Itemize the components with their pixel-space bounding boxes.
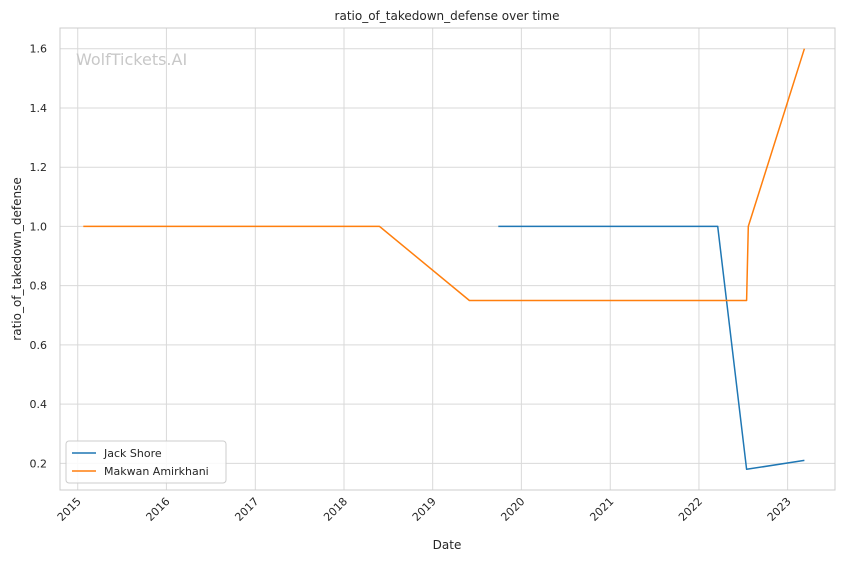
legend: Jack Shore Makwan Amirkhani bbox=[65, 440, 227, 484]
y-tick-label-0.6: 0.6 bbox=[30, 339, 48, 352]
y-tick-label-1.0: 1.0 bbox=[30, 220, 48, 233]
y-tick-label-0.8: 0.8 bbox=[30, 280, 48, 293]
y-axis-label: ratio_of_takedown_defense bbox=[10, 177, 24, 340]
series-line-makwan-amirkhani bbox=[83, 48, 806, 302]
y-tick-label-0.4: 0.4 bbox=[30, 398, 48, 411]
plot-frame bbox=[59, 27, 836, 491]
watermark: WolfTickets.AI bbox=[76, 50, 187, 69]
y-tick-label-0.2: 0.2 bbox=[30, 457, 48, 470]
y-tick-label-1.6: 1.6 bbox=[30, 43, 48, 56]
legend-box bbox=[65, 440, 227, 484]
chart-title: ratio_of_takedown_defense over time bbox=[335, 9, 560, 23]
y-tick-labels: 0.2 0.4 0.6 0.8 1.0 1.2 1.4 1.6 bbox=[30, 43, 48, 471]
y-tick-label-1.2: 1.2 bbox=[30, 161, 48, 174]
legend-label-jack-shore: Jack Shore bbox=[103, 447, 162, 460]
x-axis-label: Date bbox=[433, 538, 462, 552]
legend-label-makwan-amirkhani: Makwan Amirkhani bbox=[104, 465, 209, 478]
grid-lines bbox=[60, 28, 835, 490]
series-lines bbox=[83, 48, 806, 471]
y-tick-label-1.4: 1.4 bbox=[30, 102, 48, 115]
series-line-jack-shore bbox=[498, 225, 805, 471]
